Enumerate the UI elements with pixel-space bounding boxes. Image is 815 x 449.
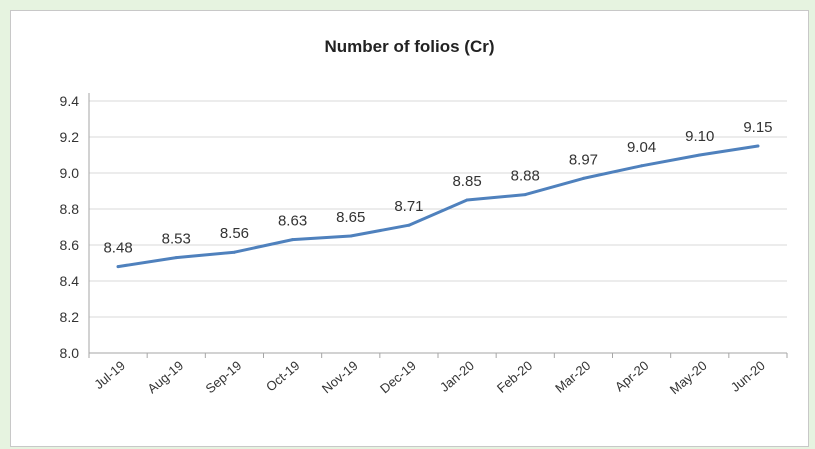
y-tick-label: 9.4 <box>60 93 80 109</box>
data-label: 8.53 <box>162 231 191 248</box>
y-tick-label: 8.8 <box>60 201 80 217</box>
y-tick-label: 8.6 <box>60 237 80 253</box>
gridlines <box>89 100 787 318</box>
data-point <box>116 265 120 269</box>
data-point <box>581 176 585 180</box>
x-tick-label: Feb-20 <box>494 358 535 396</box>
x-tick-label: Dec-19 <box>377 358 419 396</box>
data-point <box>407 223 411 227</box>
data-point <box>756 144 760 148</box>
data-point <box>698 153 702 157</box>
series-layer <box>116 144 760 269</box>
data-label: 8.56 <box>220 225 249 242</box>
chart-title: Number of folios (Cr) <box>324 37 495 56</box>
data-label: 8.88 <box>511 168 540 185</box>
x-tick-label: Jan-20 <box>437 358 477 395</box>
data-label: 8.85 <box>452 173 481 190</box>
data-point <box>640 164 644 168</box>
x-tick-label: Jun-20 <box>728 358 768 395</box>
data-point <box>232 250 236 254</box>
x-tick-label: Oct-19 <box>263 358 303 395</box>
data-label: 8.48 <box>103 240 132 257</box>
y-tick-label: 8.2 <box>60 309 80 325</box>
data-label: 8.71 <box>394 198 423 215</box>
x-axis-tick-labels: Jul-19 Aug-19 Sep-19 Oct-19 Nov-19 Dec-19 Jan-… <box>91 358 768 397</box>
data-point <box>465 198 469 202</box>
x-tick-label: Nov-19 <box>319 358 361 396</box>
y-tick-label: 8.0 <box>60 345 80 361</box>
x-tick-label: Sep-19 <box>203 358 245 396</box>
data-label: 9.10 <box>685 128 714 145</box>
x-tick-label: Apr-20 <box>612 358 652 395</box>
y-tick-label: 9.2 <box>60 129 80 145</box>
chart-frame: Number of folios (Cr) 8.0 8.2 8.4 8.6 8.8 9.0… <box>10 10 809 447</box>
data-label: 9.15 <box>743 119 772 136</box>
x-tick-label: Aug-19 <box>144 358 186 396</box>
data-label: 9.04 <box>627 139 656 156</box>
data-label: 8.97 <box>569 151 598 168</box>
y-tick-label: 9.0 <box>60 165 80 181</box>
y-tick-label: 8.4 <box>60 273 80 289</box>
axes <box>88 93 788 358</box>
data-label: 8.65 <box>336 209 365 226</box>
data-labels: 8.48 8.53 8.56 8.63 8.65 8.71 8.85 8.88 8.97 9.04… <box>103 119 772 257</box>
x-tick-label: Mar-20 <box>552 358 593 396</box>
data-point <box>523 193 527 197</box>
line-chart: 8.0 8.2 8.4 8.6 8.8 9.0 9.2 9.4 Jul-19 Aug-19 Sep… <box>60 93 788 397</box>
series-line <box>116 144 760 269</box>
data-point <box>291 238 295 242</box>
data-point <box>349 234 353 238</box>
x-tick-label: Jul-19 <box>91 358 128 392</box>
x-tick-label: May-20 <box>667 358 710 397</box>
data-point <box>174 256 178 260</box>
y-axis-tick-labels: 8.0 8.2 8.4 8.6 8.8 9.0 9.2 9.4 <box>60 93 80 361</box>
data-label: 8.63 <box>278 213 307 230</box>
